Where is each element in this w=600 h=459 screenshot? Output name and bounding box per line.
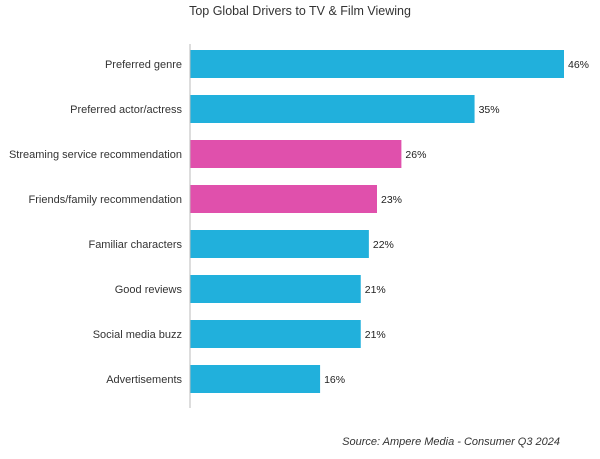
bars-group — [190, 50, 564, 393]
bar-4 — [190, 230, 369, 258]
bar-0 — [190, 50, 564, 78]
category-label-3: Friends/family recommendation — [29, 194, 182, 206]
category-label-5: Good reviews — [115, 284, 183, 296]
chart-source-note: Source: Ampere Media - Consumer Q3 2024 — [342, 436, 560, 448]
category-label-1: Preferred actor/actress — [70, 104, 182, 116]
value-label-0: 46% — [568, 59, 589, 71]
value-label-3: 23% — [381, 194, 402, 206]
bar-6 — [190, 320, 361, 348]
value-label-4: 22% — [373, 239, 394, 251]
category-label-0: Preferred genre — [105, 59, 182, 71]
category-label-7: Advertisements — [106, 374, 182, 386]
value-label-2: 26% — [405, 149, 426, 161]
category-labels-group: Preferred genre Preferred actor/actress St… — [9, 59, 183, 386]
bar-7 — [190, 365, 321, 393]
category-label-4: Familiar characters — [88, 239, 182, 251]
bar-5 — [190, 275, 361, 303]
category-label-2: Streaming service recommendation — [9, 149, 182, 161]
value-labels-group: 46% 35% 26% 23% 22% 21% 21% 16% — [324, 59, 589, 386]
chart-title: Top Global Drivers to TV & Film Viewing — [189, 4, 411, 18]
value-label-7: 16% — [324, 374, 345, 386]
category-label-6: Social media buzz — [93, 329, 182, 341]
value-label-1: 35% — [479, 104, 500, 116]
bar-2 — [190, 140, 402, 168]
bar-3 — [190, 185, 377, 213]
value-label-5: 21% — [365, 284, 386, 296]
value-label-6: 21% — [365, 329, 386, 341]
bar-1 — [190, 95, 475, 123]
